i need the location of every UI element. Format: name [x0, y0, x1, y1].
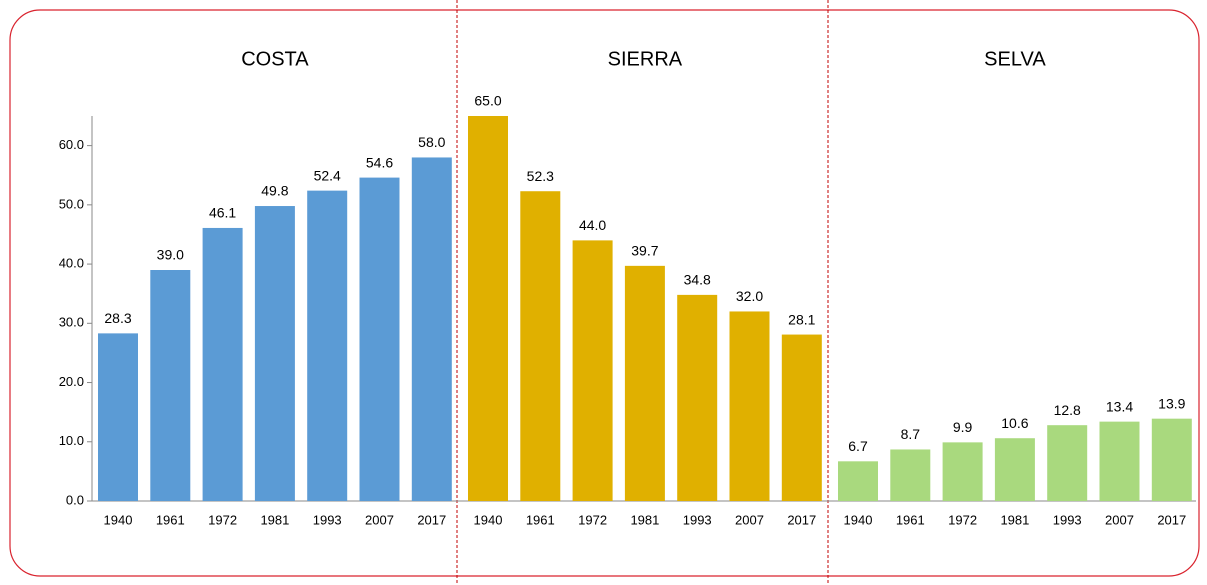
value-label: 13.9	[1158, 395, 1185, 411]
bar	[838, 461, 878, 501]
value-label: 39.7	[631, 243, 658, 259]
group-title: SIERRA	[608, 48, 683, 70]
bar	[468, 116, 508, 501]
x-tick-label: 1993	[313, 512, 342, 527]
value-label: 12.8	[1054, 402, 1081, 418]
value-label: 54.6	[366, 154, 393, 170]
x-tick-label: 1981	[630, 512, 659, 527]
x-tick-label: 2017	[787, 512, 816, 527]
bar	[202, 227, 243, 501]
value-label: 46.1	[209, 205, 236, 221]
bar	[98, 333, 138, 501]
frame	[9, 9, 1200, 577]
bar	[677, 294, 718, 501]
x-tick-label: 2017	[417, 512, 446, 527]
x-tick-label: 2007	[365, 512, 394, 527]
x-tick-label: 1961	[156, 512, 185, 527]
group-title: COSTA	[241, 48, 309, 70]
bar	[942, 442, 983, 501]
y-tick-label: 0.0	[66, 492, 84, 507]
bar	[1151, 418, 1192, 501]
bar	[994, 438, 1035, 501]
value-label: 28.3	[104, 310, 131, 326]
value-label: 9.9	[953, 419, 973, 435]
x-tick-label: 1972	[578, 512, 607, 527]
bar	[359, 177, 400, 501]
value-label: 10.6	[1001, 415, 1028, 431]
y-tick-label: 60.0	[59, 137, 84, 152]
bar	[890, 449, 931, 501]
x-tick-label: 1972	[948, 512, 977, 527]
x-tick-label: 1981	[260, 512, 289, 527]
y-tick-label: 50.0	[59, 196, 84, 211]
y-tick-label: 30.0	[59, 315, 84, 330]
bar	[1047, 425, 1088, 501]
bar	[729, 311, 770, 501]
x-tick-label: 2007	[1105, 512, 1134, 527]
bar	[1099, 421, 1140, 501]
value-label: 44.0	[579, 217, 606, 233]
bar	[781, 334, 822, 501]
value-label: 8.7	[901, 426, 921, 442]
x-tick-label: 2017	[1157, 512, 1186, 527]
value-label: 32.0	[736, 288, 763, 304]
value-label: 28.1	[788, 311, 815, 327]
x-tick-label: 1961	[896, 512, 925, 527]
y-tick-label: 20.0	[59, 374, 84, 389]
x-tick-label: 1981	[1000, 512, 1029, 527]
value-label: 65.0	[474, 93, 501, 109]
bar	[572, 240, 613, 501]
bar	[624, 265, 665, 501]
value-label: 34.8	[684, 272, 711, 288]
bar	[307, 190, 348, 501]
value-label: 52.4	[314, 167, 341, 183]
bar	[411, 157, 452, 501]
bar	[254, 206, 295, 501]
x-tick-label: 1993	[1053, 512, 1082, 527]
value-label: 39.0	[157, 247, 184, 263]
value-label: 58.0	[418, 134, 445, 150]
y-tick-label: 10.0	[59, 433, 84, 448]
x-tick-label: 1972	[208, 512, 237, 527]
value-label: 52.3	[527, 168, 554, 184]
value-label: 13.4	[1106, 398, 1133, 414]
x-tick-label: 1993	[683, 512, 712, 527]
y-tick-label: 40.0	[59, 256, 84, 271]
x-tick-label: 2007	[735, 512, 764, 527]
bar	[520, 191, 561, 501]
group-title: SELVA	[984, 48, 1046, 70]
x-tick-label: 1940	[474, 512, 503, 527]
x-tick-label: 1940	[104, 512, 133, 527]
bar	[150, 270, 191, 501]
value-label: 6.7	[848, 438, 868, 454]
x-tick-label: 1961	[526, 512, 555, 527]
value-label: 49.8	[261, 183, 288, 199]
x-tick-label: 1940	[844, 512, 873, 527]
